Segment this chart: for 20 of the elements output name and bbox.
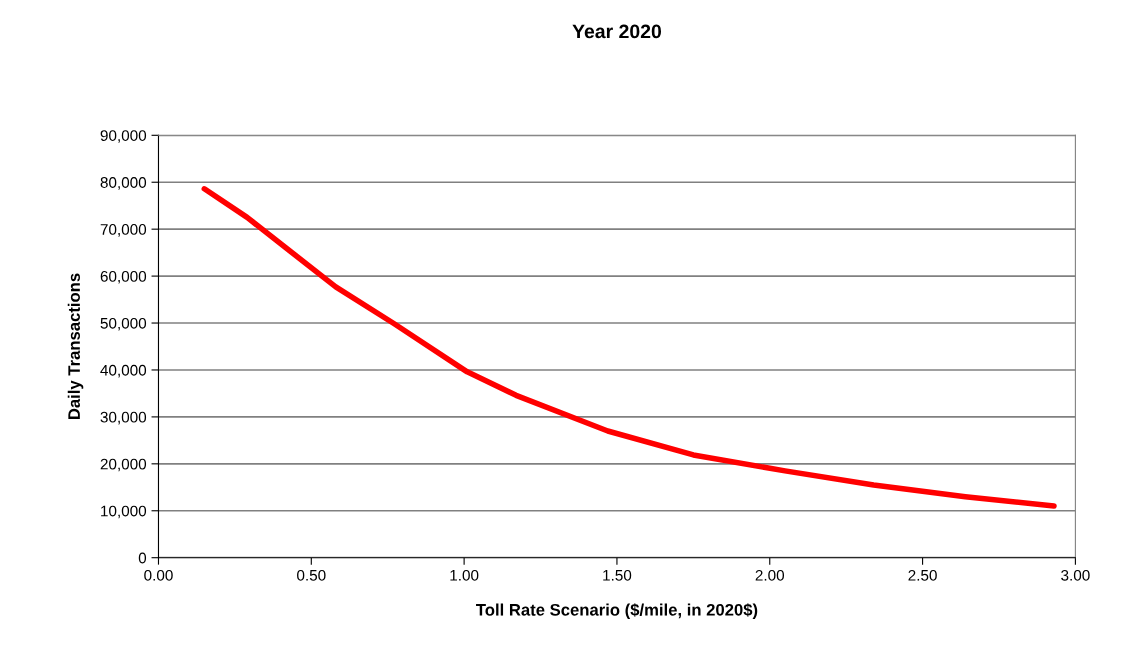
y-tick-label: 0 — [138, 552, 147, 564]
y-tick-label: 90,000 — [100, 130, 147, 143]
x-tick-label: 0.00 — [144, 569, 173, 581]
x-tick-label: 1.50 — [603, 569, 632, 581]
y-tick-label: 80,000 — [100, 177, 147, 190]
y-axis-title: Daily Transactions — [67, 273, 84, 420]
x-tick-label: 2.50 — [908, 569, 937, 581]
y-tick-label: 30,000 — [100, 411, 147, 425]
y-tick-label: 60,000 — [100, 270, 147, 284]
y-tick-label: 70,000 — [100, 224, 147, 237]
y-tick-label: 40,000 — [100, 364, 147, 378]
x-tick-label: 0.50 — [297, 569, 326, 581]
y-tick-label: 50,000 — [100, 317, 147, 331]
x-tick-label: 1.00 — [450, 569, 479, 581]
x-tick-label: 3.00 — [1061, 569, 1090, 581]
x-tick-label: 2.00 — [755, 569, 785, 581]
x-axis-title: Toll Rate Scenario ($/mile, in 2020$) — [476, 603, 758, 620]
y-tick-label: 10,000 — [101, 505, 147, 519]
chart-title: Year 2020 — [572, 24, 662, 39]
y-tick-label: 20,000 — [100, 458, 147, 472]
